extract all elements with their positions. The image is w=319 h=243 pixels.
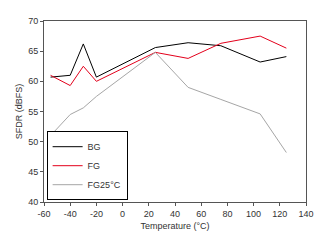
svg-text:-20: -20 (90, 209, 103, 219)
svg-text:120: 120 (272, 209, 287, 219)
svg-text:-40: -40 (64, 209, 77, 219)
svg-text:40: 40 (170, 209, 180, 219)
svg-text:BG: BG (88, 142, 101, 152)
svg-text:55: 55 (28, 107, 38, 117)
svg-text:60: 60 (28, 76, 38, 86)
svg-text:SFDR (dBFS): SFDR (dBFS) (14, 84, 24, 140)
svg-text:60: 60 (196, 209, 206, 219)
svg-text:45: 45 (28, 167, 38, 177)
svg-text:-60: -60 (37, 209, 50, 219)
svg-text:65: 65 (28, 46, 38, 56)
svg-text:Temperature (°C): Temperature (°C) (140, 221, 209, 231)
svg-text:20: 20 (144, 209, 154, 219)
svg-text:FG: FG (88, 161, 101, 171)
svg-text:80: 80 (222, 209, 232, 219)
svg-text:0: 0 (120, 209, 125, 219)
svg-text:70: 70 (28, 16, 38, 26)
svg-text:50: 50 (28, 137, 38, 147)
svg-text:140: 140 (298, 209, 313, 219)
svg-text:100: 100 (246, 209, 261, 219)
svg-text:40: 40 (28, 197, 38, 207)
svg-text:FG25°C: FG25°C (88, 180, 121, 190)
